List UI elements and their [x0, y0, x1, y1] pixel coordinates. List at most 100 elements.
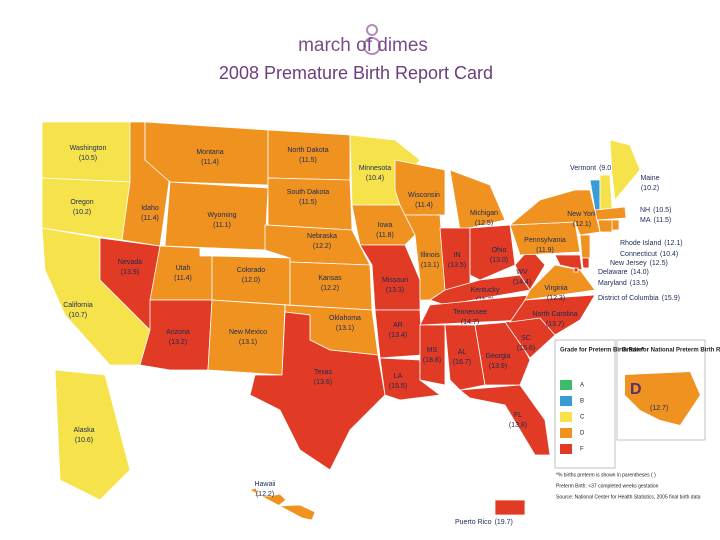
map: Washington (10.5) Oregon (10.2) California (1…	[41, 121, 683, 526]
state-label: Iowa (11.8)	[376, 222, 394, 239]
state-rate: (13.8)	[509, 422, 527, 429]
state-name: Wyoming	[207, 212, 236, 219]
state	[611, 219, 620, 231]
state-label: Michigan (12.5)	[470, 210, 498, 227]
state-name: Georgia	[486, 353, 511, 360]
logo: march of dimes	[298, 35, 428, 56]
state	[524, 264, 596, 301]
state-label: Kansas (12.2)	[318, 275, 342, 292]
state-name: Puerto Rico	[455, 519, 492, 526]
state-label: Oregon (10.2)	[70, 199, 93, 216]
state-label: Nevada (13.9)	[118, 259, 142, 276]
state-rate: (12.5)	[650, 260, 668, 267]
state-name: Virginia	[544, 285, 567, 292]
state	[351, 204, 416, 246]
state-name: Montana	[196, 149, 223, 156]
state-rate: (14.7)	[461, 319, 479, 326]
state-label: SC (15.6)	[517, 335, 535, 352]
state-label: Wyoming (11.1)	[207, 212, 236, 229]
legend-grade: A	[580, 383, 584, 389]
state-label: Idaho (11.4)	[141, 205, 159, 222]
state-rate: (13.3)	[386, 287, 404, 294]
state	[609, 139, 641, 201]
state-label: LA (15.5)	[389, 373, 407, 390]
state-label: AL (16.7)	[453, 349, 471, 366]
state-label: New Mexico (13.1)	[229, 329, 267, 346]
state-label: District of Columbia (15.9)	[598, 295, 680, 302]
national-shape	[625, 372, 700, 425]
state-name: SC	[521, 335, 531, 342]
state-rate: (10.6)	[75, 437, 93, 444]
state-rate: (11.9)	[536, 247, 554, 254]
state-name: FL	[514, 412, 522, 419]
state-name: North Dakota	[287, 147, 328, 154]
state-rate: (11.4)	[174, 275, 192, 282]
state-name: North Carolina	[532, 311, 577, 318]
state-name: Michigan	[470, 210, 498, 217]
state-name: New Jersey	[610, 260, 647, 267]
state-name: Idaho	[141, 205, 159, 212]
state-rate: (10.2)	[641, 185, 659, 192]
legend-swatch	[560, 380, 572, 390]
state-label: FL (13.8)	[509, 412, 527, 429]
state-rate: (13.0)	[490, 257, 508, 264]
state-label: Maryland (13.5)	[598, 280, 648, 287]
state-rate: (10.2)	[73, 209, 91, 216]
state-name: Kentucky	[471, 287, 500, 294]
title: 2008 Premature Birth Report Card	[219, 63, 493, 83]
state	[579, 234, 591, 259]
state	[509, 294, 596, 336]
state-label: Georgia (13.9)	[486, 353, 511, 370]
state-name: Delaware	[598, 269, 628, 276]
state-name: Alaska	[73, 427, 94, 434]
state-label: New York (12.1)	[567, 211, 597, 228]
state-label: NH (10.5)	[640, 207, 671, 214]
state-name: IN	[454, 252, 461, 259]
state-rate: (12.2)	[321, 285, 339, 292]
state-name: Pennsylvania	[524, 237, 566, 244]
state-label: Washington (10.5)	[70, 145, 107, 162]
state-rate: (16.7)	[453, 359, 471, 366]
state-label: Wisconsin (11.4)	[408, 192, 440, 209]
state-name: Ohio	[492, 247, 507, 254]
state-rate: (12.3)	[547, 295, 565, 302]
state-name: Oklahoma	[329, 315, 361, 322]
state-label: Minnesota (10.4)	[359, 165, 391, 182]
state-name: California	[63, 302, 93, 309]
state-name: Nebraska	[307, 233, 337, 240]
state-name: Oregon	[70, 199, 93, 206]
state-name: NH	[640, 207, 650, 214]
state	[149, 245, 213, 301]
state-rate: (11.5)	[299, 199, 317, 206]
state-name: Texas	[314, 369, 333, 376]
state-name: MS	[427, 347, 438, 354]
footnote: Source: National Center for Health Stati…	[556, 494, 701, 500]
state-rate: (12.5)	[475, 220, 493, 227]
logo-icon	[363, 24, 381, 55]
legend-title: Grade for Preterm Birth Rate*	[560, 348, 645, 354]
state-rate: (13.6)	[314, 379, 332, 386]
state-name: Minnesota	[359, 165, 391, 172]
state-label: Tennessee (14.7)	[453, 309, 487, 326]
state	[54, 369, 131, 501]
state	[41, 121, 131, 183]
state	[594, 206, 627, 221]
state-name: MA	[640, 217, 651, 224]
state-rate: (12.1)	[664, 240, 682, 247]
state-rate: (13.4)	[389, 332, 407, 339]
state-name: Maine	[640, 175, 659, 182]
footnote: Preterm Birth: <37 completed weeks gesta…	[556, 483, 659, 489]
state	[458, 384, 551, 456]
state	[444, 324, 486, 391]
state-rate: (13.1)	[421, 262, 439, 269]
state-label: Connecticut (10.4)	[620, 251, 678, 258]
state-rate: (15.9)	[662, 295, 680, 302]
state-rate: (11.5)	[299, 157, 317, 164]
state-name: Connecticut	[620, 251, 657, 258]
state	[597, 219, 613, 233]
legend-grade: C	[580, 415, 585, 421]
state-name: Hawaii	[254, 481, 275, 488]
state-name: LA	[394, 373, 403, 380]
